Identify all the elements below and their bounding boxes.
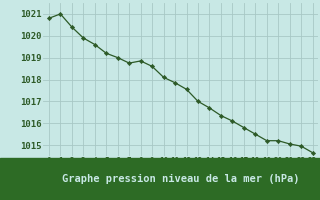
Text: Graphe pression niveau de la mer (hPa): Graphe pression niveau de la mer (hPa)	[62, 174, 300, 184]
